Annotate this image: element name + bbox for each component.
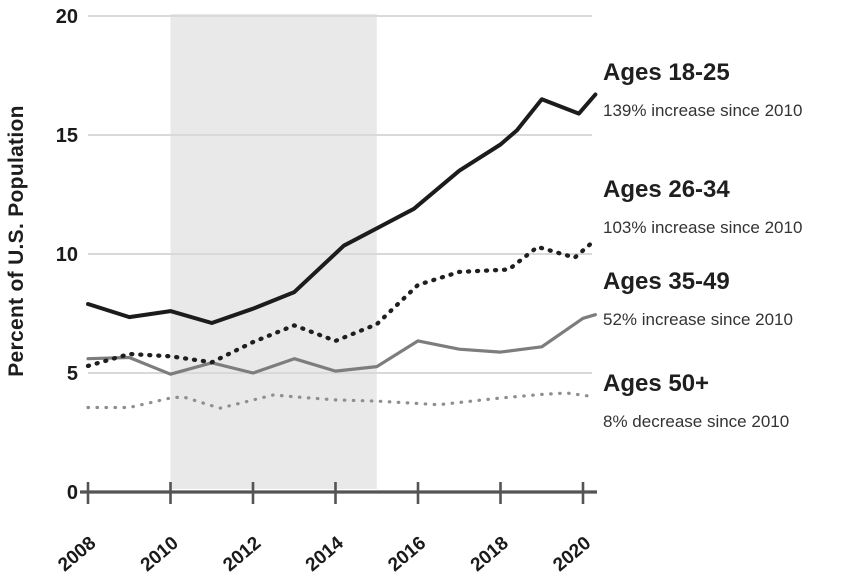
series-label-ages-26-34: Ages 26-34: [603, 176, 730, 203]
series-line-ages-35-49: [86, 313, 597, 376]
x-tick-label-2012: 2012: [219, 533, 265, 576]
series-annotation-ages-26-34: 103% increase since 2010: [603, 218, 803, 237]
y-tick-label-5: 5: [67, 363, 78, 385]
series-annotation-ages-18-25: 139% increase since 2010: [603, 101, 803, 120]
y-tick-label-20: 20: [56, 6, 78, 28]
series-line-ages-18-25: [86, 92, 598, 325]
legend-group-ages-35-49: Ages 35-49 52% increase since 2010: [603, 267, 848, 331]
legend-group-ages-26-34: Ages 26-34 103% increase since 2010: [603, 175, 848, 239]
x-tick-label-2014: 2014: [302, 532, 348, 576]
x-tick-label-2018: 2018: [467, 533, 513, 576]
series-annotation-ages-35-49: 52% increase since 2010: [603, 310, 793, 329]
series-annotation-ages-50plus: 8% decrease since 2010: [603, 412, 790, 431]
x-tick-label-2010: 2010: [137, 533, 183, 576]
series-label-ages-50plus: Ages 50+: [603, 370, 710, 397]
highlight-band: [170, 14, 377, 489]
y-tick-label-15: 15: [56, 125, 78, 147]
series-line-ages-26-34: [85, 241, 594, 369]
x-tick-label-2016: 2016: [384, 533, 430, 576]
x-tick-label-2020: 2020: [549, 533, 595, 576]
legend-group-ages-18-25: Ages 18-25 139% increase since 2010: [603, 58, 848, 122]
series-label-ages-35-49: Ages 35-49: [603, 268, 730, 295]
legend-group-ages-50plus: Ages 50+ 8% decrease since 2010: [603, 369, 848, 433]
y-tick-label-0: 0: [67, 482, 78, 504]
x-tick-label-2008: 2008: [54, 533, 100, 576]
y-tick-label-10: 10: [56, 244, 78, 266]
series-label-ages-18-25: Ages 18-25: [603, 59, 730, 86]
y-axis-title: Percent of U.S. Population: [5, 105, 28, 377]
